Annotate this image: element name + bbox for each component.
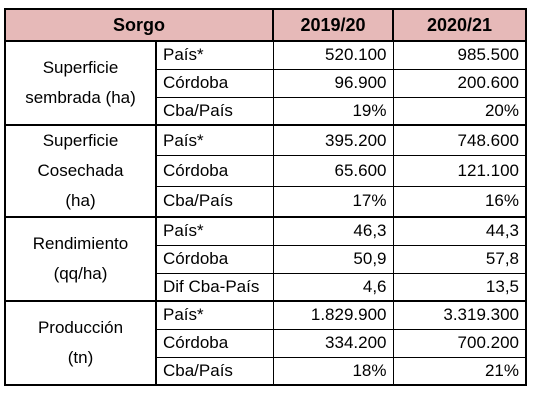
- row-label: País*: [155, 300, 274, 330]
- value-cell: 50,9: [272, 244, 394, 274]
- row-label: Córdoba: [155, 244, 274, 274]
- value-cell: 395.200: [272, 124, 394, 157]
- group-label-line: Superficie: [42, 131, 119, 150]
- value-cell: 520.100: [272, 40, 394, 70]
- table-row: Córdoba 65.600 121.100: [5, 155, 527, 187]
- header-cell: 2020/21: [392, 8, 527, 42]
- table-row: Producción (tn) País* 1.829.900 3.319.300: [4, 300, 527, 386]
- value-cell: 13,5: [392, 272, 527, 302]
- header-cell: Sorgo: [4, 8, 274, 42]
- group-label: Superficie Cosechada (ha): [4, 124, 157, 218]
- group-label-line: sembrada (ha): [25, 88, 136, 107]
- value-cell: 748.600: [392, 124, 527, 157]
- value-cell: 17%: [272, 185, 394, 218]
- value-cell: 21%: [392, 356, 527, 386]
- value-cell: 985.500: [392, 40, 527, 70]
- value-cell: 200.600: [392, 68, 527, 98]
- value-cell: 57,8: [392, 244, 527, 274]
- header-cell: 2019/20: [272, 8, 394, 42]
- row-label: Córdoba: [155, 155, 274, 187]
- value-cell: 19%: [272, 96, 394, 126]
- value-cell: 96.900: [272, 68, 394, 98]
- value-cell: 1.829.900: [272, 300, 394, 330]
- group-label-line: Superficie: [42, 58, 119, 77]
- group-label-line: (tn): [67, 348, 94, 367]
- group-label: Producción (tn): [4, 300, 157, 386]
- table-row: Córdoba 96.900 200.600: [5, 68, 527, 98]
- table-row: Superficie Cosechada (ha) País* 395.200 748.6…: [4, 124, 527, 218]
- group-label-line: Cosechada: [37, 161, 124, 180]
- row-label: Córdoba: [155, 68, 274, 98]
- row-label: Cba/País: [155, 96, 274, 126]
- header-row: Sorgo 2019/20 2020/21: [4, 8, 527, 42]
- value-cell: 16%: [392, 185, 527, 218]
- value-cell: 3.319.300: [392, 300, 527, 330]
- row-label: Cba/País: [155, 356, 274, 386]
- group-label-line: (ha): [65, 191, 96, 210]
- table-row: Dif Cba-País 4,6 13,5: [5, 272, 527, 302]
- value-cell: 18%: [272, 356, 394, 386]
- table-row: Córdoba 50,9 57,8: [5, 244, 527, 274]
- value-cell: 46,3: [272, 216, 394, 246]
- row-label: Córdoba: [155, 328, 274, 358]
- table-row: Rendimiento (qq/ha) País* 46,3 44,3: [4, 216, 527, 302]
- value-cell: 65.600: [272, 155, 394, 187]
- group-label-line: Rendimiento: [32, 234, 129, 253]
- table-row: Cba/País 17% 16%: [5, 185, 527, 218]
- row-label: País*: [155, 40, 274, 70]
- value-cell: 121.100: [392, 155, 527, 187]
- row-label: Cba/País: [155, 185, 274, 218]
- data-table: Sorgo 2019/20 2020/21 Superficie sembrada…: [4, 8, 527, 386]
- table-row: Superficie sembrada (ha) País* 520.100 985.5…: [4, 40, 527, 126]
- value-cell: 44,3: [392, 216, 527, 246]
- group-label-line: (qq/ha): [53, 264, 108, 283]
- value-cell: 700.200: [392, 328, 527, 358]
- row-label: País*: [155, 124, 274, 157]
- value-cell: 20%: [392, 96, 527, 126]
- value-cell: 4,6: [272, 272, 394, 302]
- group-label-line: Producción: [37, 318, 124, 337]
- table-row: Cba/País 19% 20%: [5, 96, 527, 126]
- table-row: Cba/País 18% 21%: [5, 356, 527, 386]
- group-label: Rendimiento (qq/ha): [4, 216, 157, 302]
- group-label: Superficie sembrada (ha): [4, 40, 157, 126]
- row-label: País*: [155, 216, 274, 246]
- row-label: Dif Cba-País: [155, 272, 274, 302]
- table-row: Córdoba 334.200 700.200: [5, 328, 527, 358]
- value-cell: 334.200: [272, 328, 394, 358]
